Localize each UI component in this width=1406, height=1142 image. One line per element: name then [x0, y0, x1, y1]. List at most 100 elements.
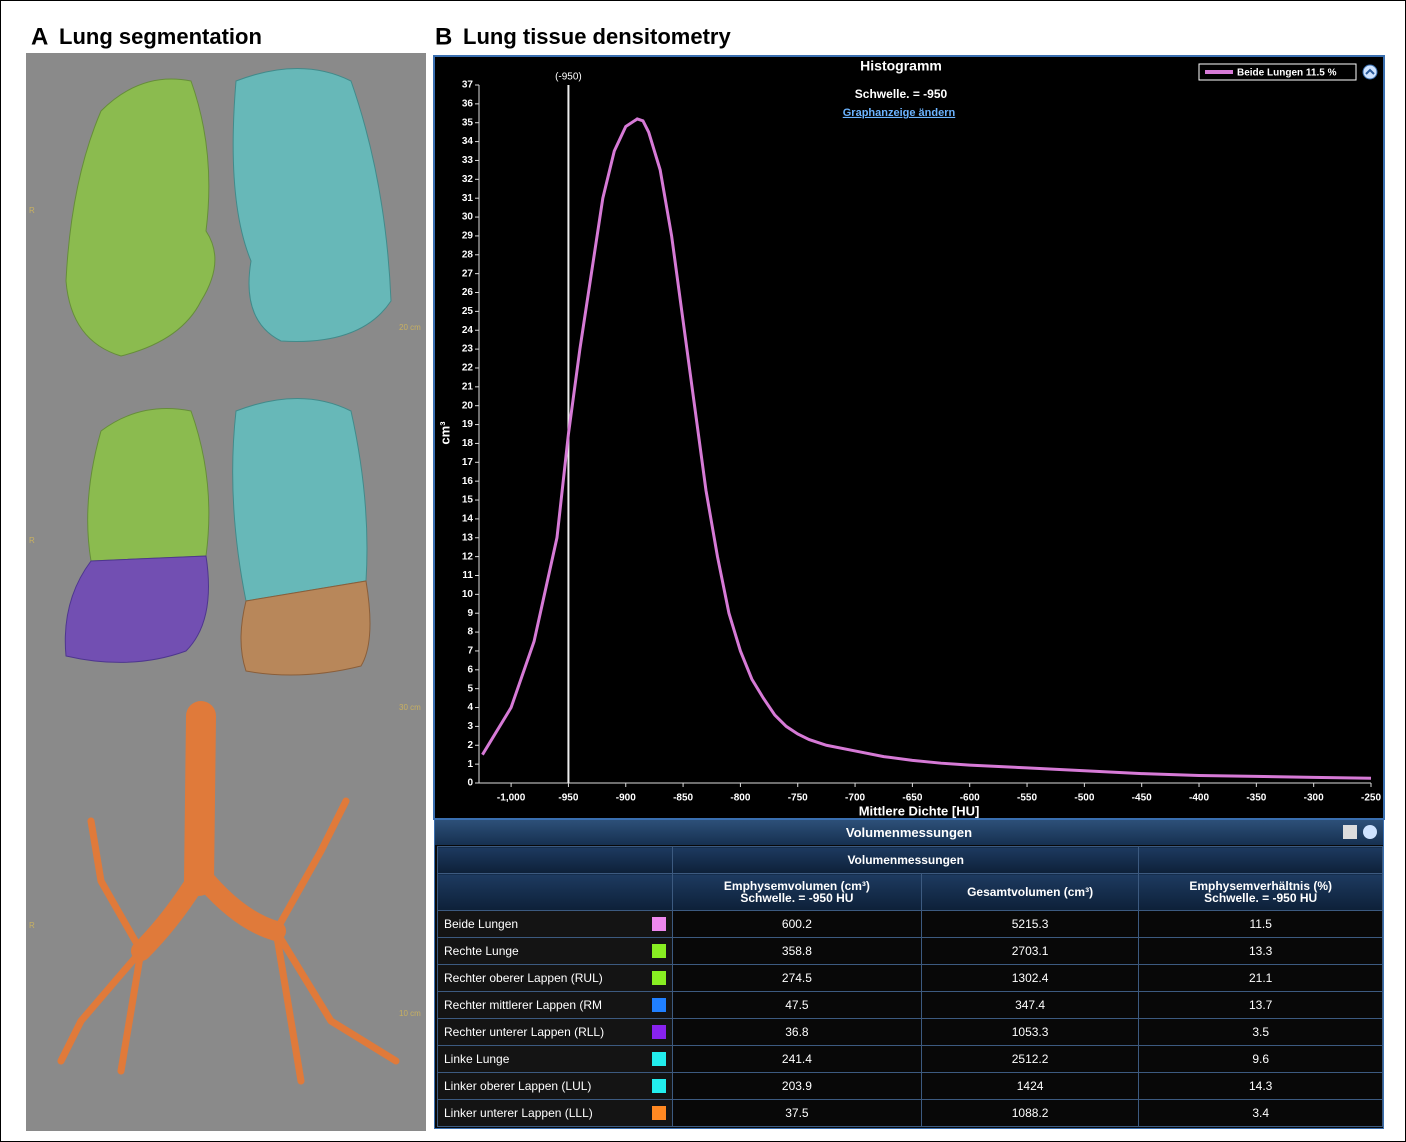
- y-tick-label: 3: [467, 721, 473, 732]
- color-swatch: [652, 1106, 666, 1120]
- export-button[interactable]: [1343, 825, 1357, 839]
- table-title: Volumenmessungen: [846, 825, 972, 840]
- row-name: Rechter mittlerer Lappen (RM: [444, 998, 602, 1012]
- value-cell: 9.6: [1139, 1046, 1383, 1073]
- y-tick-label: 11: [462, 570, 473, 581]
- value-cell: 36.8: [673, 1019, 922, 1046]
- y-tick-label: 14: [462, 514, 474, 525]
- column-header-line: Schwelle. = -950 HU: [1145, 892, 1376, 904]
- legend-label: Beide Lungen 11.5 %: [1237, 68, 1337, 79]
- panel-letter: B: [435, 23, 452, 50]
- y-tick-label: 33: [462, 155, 474, 166]
- header-cell: [438, 874, 673, 911]
- row-name: Linker unterer Lappen (LLL): [444, 1106, 593, 1120]
- data-row: Rechter unterer Lappen (RLL)36.81053.33.…: [438, 1019, 1383, 1046]
- y-tick-label: 18: [462, 438, 474, 449]
- row-name-cell: Rechter mittlerer Lappen (RM: [438, 992, 673, 1019]
- y-tick-label: 13: [462, 532, 474, 543]
- link[interactable]: Graphanzeige ändern: [843, 107, 956, 119]
- row-name: Linker oberer Lappen (LUL): [444, 1079, 591, 1093]
- header-cell: [438, 847, 673, 874]
- row-name: Beide Lungen: [444, 917, 518, 931]
- panel-letter: A: [31, 23, 48, 50]
- x-axis-label: Mittlere Dichte [HU]: [859, 803, 980, 818]
- column-header: Emphysemvolumen (cm³)Schwelle. = -950 HU: [673, 874, 922, 911]
- y-tick-label: 12: [462, 551, 474, 562]
- column-header-line: Gesamtvolumen (cm³): [928, 886, 1133, 898]
- color-swatch: [652, 1025, 666, 1039]
- collapse-button[interactable]: [1363, 65, 1377, 79]
- value-cell: 358.8: [673, 938, 922, 965]
- color-swatch: [652, 1052, 666, 1066]
- value-cell: 241.4: [673, 1046, 922, 1073]
- value-cell: 274.5: [673, 965, 922, 992]
- color-swatch: [652, 944, 666, 958]
- x-tick-label: -300: [1304, 793, 1324, 804]
- value-cell: 13.3: [1139, 938, 1383, 965]
- y-tick-label: 21: [462, 381, 474, 392]
- color-swatch: [652, 971, 666, 985]
- y-tick-label: 34: [462, 136, 474, 147]
- x-tick-label: -500: [1074, 793, 1094, 804]
- y-tick-label: 22: [462, 363, 474, 374]
- value-cell: 203.9: [673, 1073, 922, 1100]
- y-tick-label: 5: [467, 683, 473, 694]
- y-tick-label: 26: [462, 287, 474, 298]
- row-name: Rechter oberer Lappen (RUL): [444, 971, 603, 985]
- x-tick-label: -800: [730, 793, 750, 804]
- row-name-cell: Rechter oberer Lappen (RUL): [438, 965, 673, 992]
- x-tick-label: -600: [960, 793, 980, 804]
- y-tick-label: 28: [462, 249, 474, 260]
- value-cell: 21.1: [1139, 965, 1383, 992]
- orientation-label: R: [29, 536, 35, 545]
- chart-title: Histogramm: [860, 58, 942, 74]
- value-cell: 347.4: [921, 992, 1139, 1019]
- y-axis-label: cm³: [437, 421, 452, 445]
- table-title-bar: Volumenmessungen: [435, 820, 1383, 845]
- collapse-button[interactable]: [1363, 825, 1377, 839]
- x-tick-label: -900: [616, 793, 636, 804]
- y-tick-label: 1: [467, 759, 473, 770]
- row-name-cell: Linker oberer Lappen (LUL): [438, 1073, 673, 1100]
- value-cell: 1302.4: [921, 965, 1139, 992]
- y-tick-label: 25: [462, 306, 474, 317]
- y-tick-label: 19: [462, 419, 474, 430]
- column-header: Gesamtvolumen (cm³): [921, 874, 1139, 911]
- column-header-line: Schwelle. = -950 HU: [679, 892, 915, 904]
- y-tick-label: 29: [462, 231, 474, 242]
- y-tick-label: 23: [462, 344, 474, 355]
- value-cell: 2512.2: [921, 1046, 1139, 1073]
- y-tick-label: 31: [462, 193, 474, 204]
- data-row: Linker unterer Lappen (LLL)37.51088.23.4: [438, 1100, 1383, 1127]
- y-tick-label: 27: [462, 268, 474, 279]
- y-tick-label: 37: [462, 80, 474, 91]
- x-tick-label: -650: [902, 793, 922, 804]
- value-cell: 13.7: [1139, 992, 1383, 1019]
- value-cell: 3.5: [1139, 1019, 1383, 1046]
- y-tick-label: 2: [467, 740, 473, 751]
- value-cell: 47.5: [673, 992, 922, 1019]
- y-tick-label: 16: [462, 476, 474, 487]
- row-name-cell: Linke Lunge: [438, 1046, 673, 1073]
- panel-title: Lung segmentation: [59, 24, 262, 49]
- y-tick-label: 36: [462, 99, 474, 110]
- chart-area: [434, 56, 1384, 819]
- value-cell: 3.4: [1139, 1100, 1383, 1127]
- y-tick-label: 15: [462, 495, 474, 506]
- header-cell: [1139, 847, 1383, 874]
- row-name: Rechte Lunge: [444, 944, 519, 958]
- scale-label: 20 cm: [399, 323, 421, 332]
- x-tick-label: -950: [558, 793, 578, 804]
- y-tick-label: 32: [462, 174, 474, 185]
- x-tick-label: -550: [1017, 793, 1037, 804]
- group-header: Volumenmessungen: [673, 847, 1139, 874]
- y-tick-label: 30: [462, 212, 474, 223]
- value-cell: 2703.1: [921, 938, 1139, 965]
- scale-label: 10 cm: [399, 1009, 421, 1018]
- row-name-cell: Rechte Lunge: [438, 938, 673, 965]
- x-tick-label: -450: [1132, 793, 1152, 804]
- row-name: Linke Lunge: [444, 1052, 509, 1066]
